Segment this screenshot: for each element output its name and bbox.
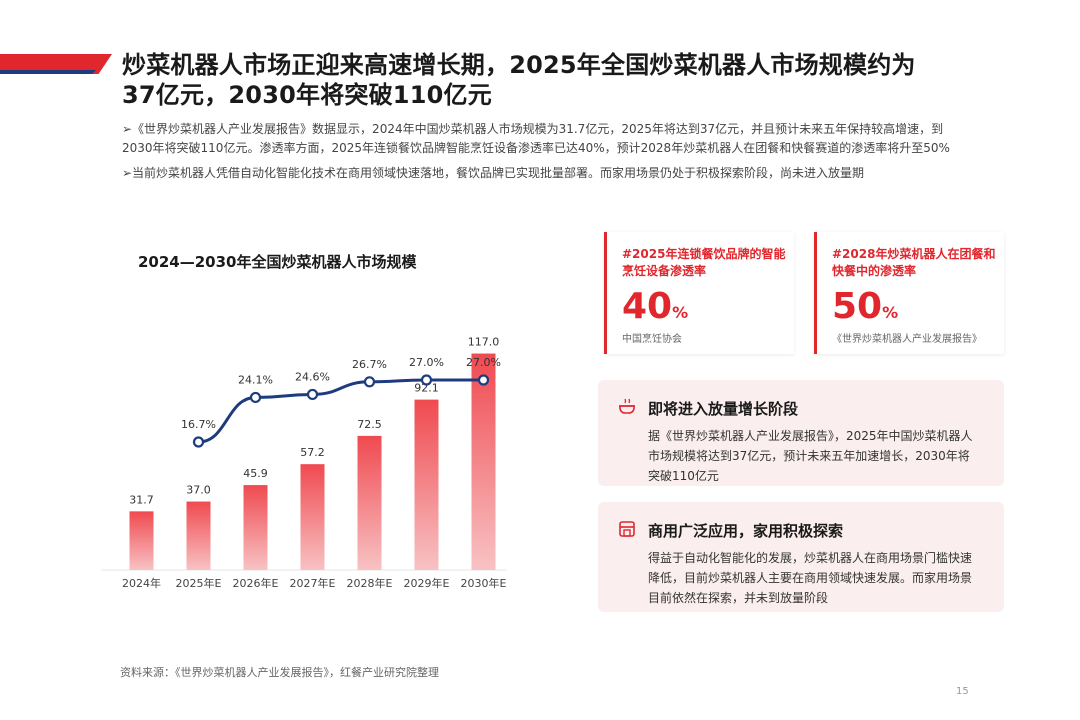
bar-value-label: 72.5 (357, 418, 382, 431)
info-box-body: 得益于自动化智能化的发展，炒菜机器人在商用场景门槛快速降低，目前炒菜机器人主要在… (648, 551, 973, 605)
card-accent-bar (604, 232, 607, 354)
info-box-growth: 即将进入放量增长阶段 据《世界炒菜机器人产业发展报告》，2025年中国炒菜机器人… (598, 380, 1004, 486)
bar-5 (414, 399, 439, 570)
info-box-body: 据《世界炒菜机器人产业发展报告》，2025年中国炒菜机器人市场规模将达到37亿元… (648, 429, 973, 483)
x-tick-label: 2029年E (404, 576, 450, 590)
line-point-5 (420, 374, 433, 386)
bar-1 (186, 501, 211, 570)
card-source: 中国烹饪协会 (622, 334, 682, 345)
line-point-6 (477, 374, 490, 386)
page-number: 15 (956, 686, 969, 697)
page-title: 炒菜机器人市场正迎来高速增长期，2025年全国炒菜机器人市场规模约为 37亿元，… (122, 50, 962, 110)
chart-title: 2024—2030年全国炒菜机器人市场规模 (138, 253, 417, 271)
bar-value-label: 92.1 (414, 382, 439, 395)
card-accent-bar (814, 232, 817, 354)
summary-bullets: ➢《世界炒菜机器人产业发展报告》数据显示，2024年中国炒菜机器人市场规模为31… (122, 120, 972, 189)
info-box-heading: 即将进入放量增长阶段 (648, 400, 799, 418)
bullet-item: ➢《世界炒菜机器人产业发展报告》数据显示，2024年中国炒菜机器人市场规模为31… (122, 122, 950, 155)
x-tick-label: 2030年E (461, 576, 507, 590)
line-point-1 (192, 436, 205, 448)
bar-3 (300, 464, 325, 570)
stat-card-2028: #2028年炒菜机器人在团餐和快餐中的渗透率 50% 《世界炒菜机器人产业发展报… (814, 232, 1004, 354)
source-footnote: 资料来源：《世界炒菜机器人产业发展报告》，红餐产业研究院整理 (120, 666, 439, 679)
card-value-unit: % (672, 303, 689, 322)
card-label: #2028年炒菜机器人在团餐和快餐中的渗透率 (832, 247, 996, 278)
x-tick-label: 2027年E (290, 576, 336, 590)
header-accent-blue-bar (0, 70, 96, 74)
bar-value-label: 45.9 (243, 467, 268, 480)
x-tick-label: 2026年E (233, 576, 279, 590)
cooking-pot-icon (619, 398, 635, 414)
card-value-number: 40 (622, 286, 673, 327)
card-source: 《世界炒菜机器人产业发展报告》 (832, 334, 982, 345)
x-tick-label: 2024年 (122, 576, 161, 590)
info-box-applications: 商用广泛应用，家用积极探索 得益于自动化智能化的发展，炒菜机器人在商用场景门槛快… (598, 502, 1004, 612)
bar-value-label: 117.0 (468, 336, 500, 349)
stat-card-2025: #2025年连锁餐饮品牌的智能烹饪设备渗透率 40% 中国烹饪协会 (604, 232, 794, 354)
line-value-label: 27.0% (466, 356, 501, 369)
bullet-item: ➢当前炒菜机器人凭借自动化智能化技术在商用领域快速落地，餐饮品牌已实现批量部署。… (122, 166, 865, 180)
penetration-line (198, 378, 484, 444)
line-value-label: 24.1% (238, 373, 273, 386)
page-title-line1: 炒菜机器人市场正迎来高速增长期，2025年全国炒菜机器人市场规模约为 (122, 51, 916, 79)
card-value: 50% (832, 286, 898, 327)
line-value-label: 24.6% (295, 370, 330, 383)
x-tick-label: 2025年E (176, 576, 222, 590)
bar-4 (357, 435, 382, 570)
card-label: #2025年连锁餐饮品牌的智能烹饪设备渗透率 (622, 247, 786, 278)
chart-svg: 31.7 2024年 37.0 2025年E 45.9 2026年E 57.2 2027年E 7… (101, 336, 507, 590)
header-accent-red-bar (0, 54, 112, 74)
line-point-2 (249, 391, 262, 404)
bar-value-label: 37.0 (186, 484, 211, 497)
line-value-label: 16.7% (181, 418, 216, 431)
card-value-number: 50 (832, 286, 883, 327)
bar-2 (243, 485, 268, 570)
line-value-label: 26.7% (352, 358, 387, 371)
x-tick-label: 2028年E (347, 576, 393, 590)
line-value-label: 27.0% (409, 356, 444, 369)
info-box-heading: 商用广泛应用，家用积极探索 (648, 522, 844, 540)
storefront-icon (619, 521, 635, 537)
page-title-line2: 37亿元，2030年将突破110亿元 (122, 81, 492, 109)
bar-value-label: 57.2 (300, 446, 325, 459)
line-point-4 (363, 376, 376, 388)
card-value: 40% (622, 286, 688, 327)
market-size-chart: 31.7 2024年 37.0 2025年E 45.9 2026年E 57.2 2027年E 7… (95, 280, 515, 610)
line-point-3 (306, 388, 319, 401)
bar-value-label: 31.7 (129, 493, 154, 506)
bar-0 (129, 511, 154, 570)
card-value-unit: % (882, 303, 899, 322)
bar-6 (471, 353, 496, 570)
